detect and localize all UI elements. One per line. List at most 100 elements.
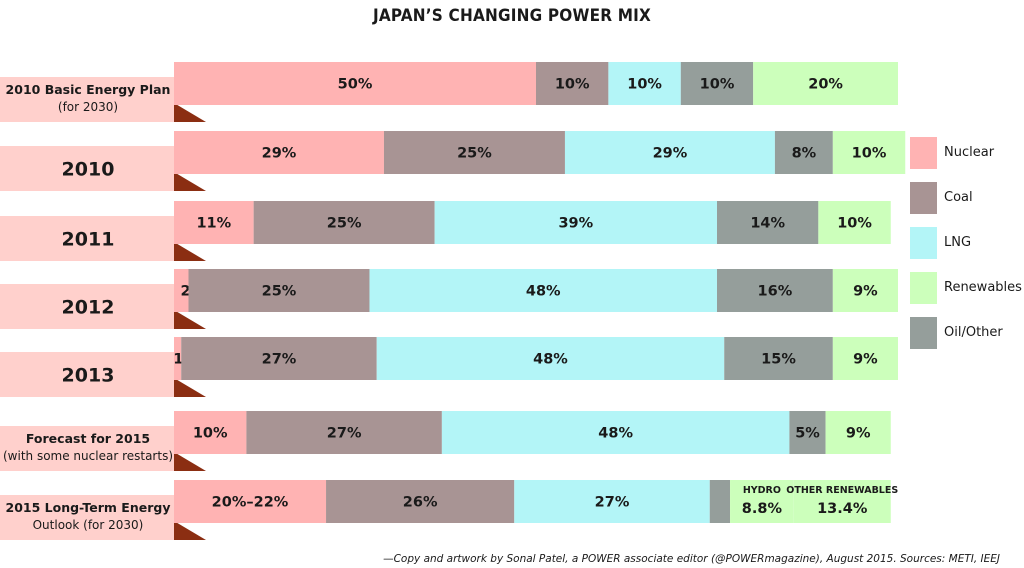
data-label: 10%: [700, 77, 735, 93]
data-label: 10%: [627, 77, 662, 93]
bar-segment-lng: [376, 337, 725, 380]
data-label: 48%: [533, 352, 568, 368]
bar-segment-nuclear: [174, 337, 182, 380]
data-label: 29%: [262, 146, 297, 162]
data-label: 14%: [750, 216, 785, 232]
data-label: 50%: [338, 77, 373, 93]
data-label: 20%: [808, 77, 843, 93]
row-label: Outlook (for 2030): [33, 518, 144, 532]
bar-segment-renewables: [818, 201, 891, 244]
row-label-tab: [0, 352, 174, 397]
bar-segment-coal: [326, 480, 515, 523]
bar-segment-lng: [608, 62, 681, 105]
row-label-fold: [174, 378, 206, 397]
data-label: 15%: [761, 352, 796, 368]
legend-label: Nuclear: [944, 145, 995, 160]
row-label: 2010: [62, 159, 115, 181]
bar-segment-oil-other: [717, 269, 833, 312]
legend-swatch: [910, 227, 937, 259]
source-credit: —Copy and artwork by Sonal Patel, a POWE…: [383, 553, 1000, 565]
bar-segment-nuclear: [174, 201, 254, 244]
bar-segment-coal: [188, 269, 370, 312]
row-label: 2010 Basic Energy Plan: [6, 82, 171, 97]
row-label: 2013: [62, 365, 115, 387]
bar-segment-lng: [369, 269, 717, 312]
row-label-fold: [174, 242, 206, 261]
row-label: 2012: [62, 297, 115, 319]
bar-segment-lng: [434, 201, 717, 244]
bar-segment-oil-other: [774, 131, 833, 174]
data-label: 8%: [792, 146, 817, 162]
row-label-tab: [0, 77, 174, 122]
bar-segment-nuclear: [174, 411, 247, 454]
bar-segment-oil-other: [789, 411, 826, 454]
bar-segment-nuclear: [174, 62, 536, 105]
legend-item-lng: LNG: [910, 227, 1024, 259]
row-label-tab: [0, 284, 174, 329]
data-label: 10%: [193, 426, 228, 442]
data-label: 9%: [846, 426, 871, 442]
row-label: 2011: [62, 229, 115, 251]
row-label: (with some nuclear restarts): [3, 449, 173, 463]
legend-label: Coal: [944, 190, 973, 205]
bar-segment-coal: [536, 62, 609, 105]
data-label: 39%: [558, 216, 593, 232]
bar-segment-renewables: [825, 411, 891, 454]
row-label-tab: [0, 146, 174, 191]
row-label-tab: [0, 216, 174, 261]
bar-segment-oil-other: [680, 62, 754, 105]
bar-segment-renewables: [753, 62, 898, 105]
segment-sublabel: HYDRO: [743, 485, 781, 496]
data-label: 9%: [853, 352, 878, 368]
row-label-tab: [0, 495, 174, 540]
legend-label: LNG: [944, 235, 972, 250]
data-label: 26%: [403, 495, 438, 511]
legend-item-nuclear: Nuclear: [910, 137, 1024, 169]
data-label: 5%: [795, 426, 820, 442]
bar-segment-oil-other: [709, 480, 731, 523]
data-label: 48%: [526, 284, 561, 300]
row-label-fold: [174, 452, 206, 471]
row-label-tab: [0, 426, 174, 471]
chart-title: JAPAN’S CHANGING POWER MIX: [372, 6, 652, 26]
data-label: 10%: [837, 216, 872, 232]
bar-segment-lng: [441, 411, 790, 454]
data-label: 20%–22%: [212, 495, 289, 511]
row-label-fold: [174, 310, 206, 329]
bar-segment-nuclear: [174, 480, 327, 523]
bar-segment-oil-other: [724, 337, 833, 380]
data-label: 10%: [555, 77, 590, 93]
bar-segment-lng: [564, 131, 775, 174]
bar-segment-renewables: [832, 337, 898, 380]
data-label: 27%: [327, 426, 362, 442]
bar-segment-coal: [383, 131, 565, 174]
bar-segment-coal: [181, 337, 377, 380]
data-label: 9%: [853, 284, 878, 300]
data-label: 25%: [262, 284, 297, 300]
segment-sublabel: OTHER RENEWABLES: [786, 485, 898, 496]
row-label-fold: [174, 172, 206, 191]
data-label: 27%: [595, 495, 630, 511]
row-label: (for 2030): [58, 100, 118, 114]
bar-segment-lng: [514, 480, 710, 523]
data-label: 13.4%: [817, 501, 868, 517]
data-label: 29%: [653, 146, 688, 162]
row-label: Forecast for 2015: [26, 431, 150, 446]
legend-swatch: [910, 317, 937, 349]
data-label: 27%: [262, 352, 297, 368]
legend-swatch: [910, 272, 937, 304]
legend-label: Renewables: [944, 280, 1022, 295]
bar-segment-renewables: [832, 131, 906, 174]
data-label: 11%: [196, 216, 231, 232]
bar-segment-renewables: [730, 480, 794, 523]
bar-segment-coal: [246, 411, 442, 454]
bar-segment-nuclear: [174, 269, 189, 312]
bar-segment-renewables: [793, 480, 891, 523]
row-label-fold: [174, 521, 206, 540]
data-label: 8.8%: [742, 501, 783, 517]
legend-label: Oil/Other: [944, 325, 1003, 340]
legend-item-renewables: Renewables: [910, 272, 1024, 304]
legend-item-coal: Coal: [910, 182, 1024, 214]
legend-swatch: [910, 137, 937, 169]
